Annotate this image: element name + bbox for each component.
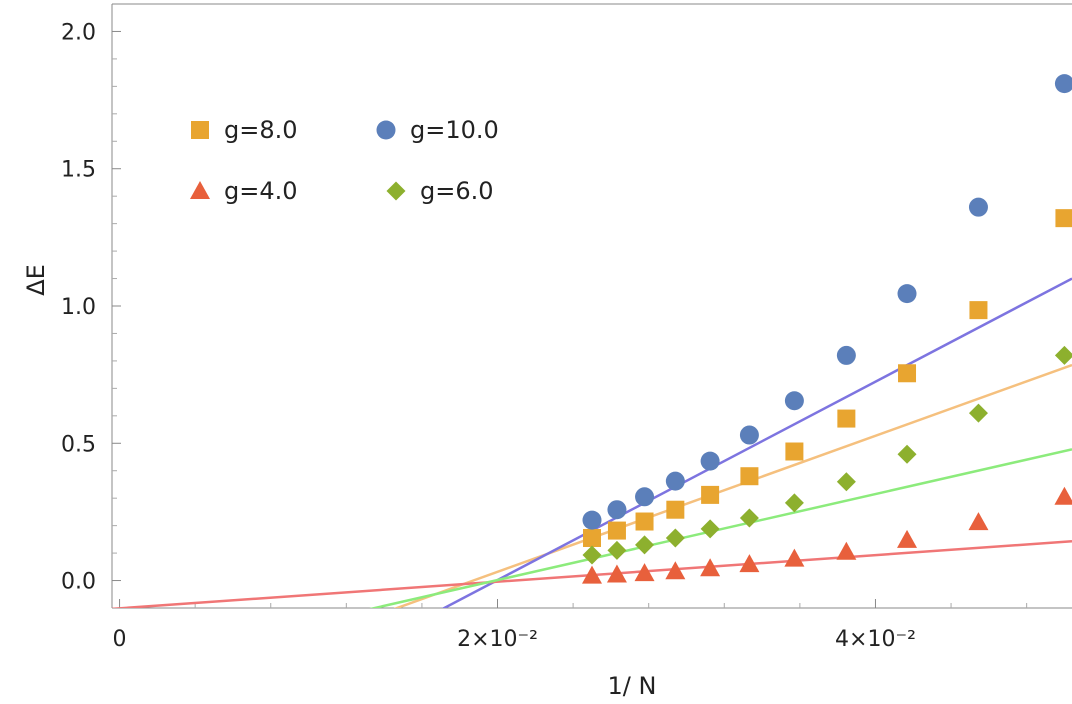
fit-line-g-10-0 — [441, 277, 1072, 608]
data-point-g-10-0 — [897, 284, 917, 304]
data-point-g-4-0 — [968, 512, 989, 531]
legend-entry: g=8.0 — [191, 116, 298, 144]
data-point-g-4-0 — [582, 565, 602, 584]
data-point-g-10-0 — [582, 510, 602, 530]
legend-entry: g=10.0 — [376, 116, 499, 144]
data-point-g-8-0 — [583, 528, 601, 547]
data-point-g-10-0 — [1054, 74, 1072, 94]
data-point-g-8-0 — [635, 512, 654, 531]
data-point-g-10-0 — [607, 500, 627, 520]
data-point-g-8-0 — [701, 485, 720, 504]
data-point-g-6-0 — [700, 519, 720, 539]
fit-line-g-8-0 — [393, 363, 1072, 608]
y-tick-label: 0.5 — [61, 432, 96, 457]
data-point-g-8-0 — [837, 409, 856, 428]
legend-label: g=6.0 — [420, 177, 494, 205]
y-tick-label: 1.0 — [61, 295, 96, 320]
legend-entry: g=4.0 — [190, 177, 298, 205]
x-axis-label: 1/ N — [608, 672, 657, 700]
y-tick-label: 2.0 — [61, 20, 96, 45]
data-point-g-8-0 — [1055, 209, 1072, 228]
data-point-g-4-0 — [700, 558, 721, 577]
data-point-g-10-0 — [968, 197, 988, 217]
legend-marker — [376, 120, 396, 140]
data-point-g-10-0 — [700, 451, 720, 471]
legend-label: g=10.0 — [410, 116, 499, 144]
data-point-g-10-0 — [836, 345, 856, 365]
data-point-g-4-0 — [634, 563, 655, 582]
data-point-g-10-0 — [635, 487, 655, 507]
data-point-g-8-0 — [740, 467, 759, 486]
data-point-g-8-0 — [607, 521, 626, 540]
data-point-g-4-0 — [606, 564, 627, 583]
legend-marker — [386, 181, 406, 201]
data-point-g-6-0 — [607, 540, 627, 560]
y-tick-label: 0.0 — [61, 570, 96, 595]
data-point-g-10-0 — [739, 425, 759, 445]
legend-label: g=8.0 — [224, 116, 298, 144]
y-tick-label: 1.5 — [61, 158, 96, 183]
legend-marker — [190, 181, 210, 199]
x-tick-label: 2×10⁻² — [457, 627, 538, 652]
fit-line-g-6-0 — [369, 448, 1072, 608]
legend-label: g=4.0 — [224, 177, 298, 205]
data-point-g-6-0 — [784, 493, 804, 513]
data-point-g-4-0 — [897, 529, 918, 548]
data-point-g-8-0 — [666, 500, 685, 519]
data-point-g-8-0 — [898, 364, 917, 383]
data-point-g-6-0 — [582, 545, 602, 565]
y-axis-label: ΔE — [22, 264, 50, 296]
data-point-g-6-0 — [665, 528, 685, 548]
data-point-g-6-0 — [1054, 345, 1072, 365]
legend-entry: g=6.0 — [386, 177, 494, 205]
data-point-g-8-0 — [785, 442, 804, 461]
data-point-g-6-0 — [836, 472, 856, 492]
data-point-g-4-0 — [1054, 486, 1072, 505]
data-point-g-4-0 — [836, 541, 857, 560]
data-point-g-4-0 — [665, 561, 686, 580]
data-point-g-6-0 — [897, 444, 917, 464]
x-tick-label: 4×10⁻² — [835, 627, 916, 652]
x-tick-label: 0 — [113, 627, 127, 652]
data-point-g-6-0 — [739, 508, 759, 528]
data-point-g-4-0 — [739, 554, 760, 573]
data-point-g-4-0 — [784, 548, 805, 567]
data-point-g-8-0 — [969, 301, 988, 320]
data-point-g-10-0 — [665, 471, 685, 491]
data-point-g-6-0 — [635, 535, 655, 555]
legend-marker — [191, 121, 209, 139]
data-point-g-6-0 — [968, 403, 988, 423]
data-point-g-10-0 — [784, 391, 804, 411]
